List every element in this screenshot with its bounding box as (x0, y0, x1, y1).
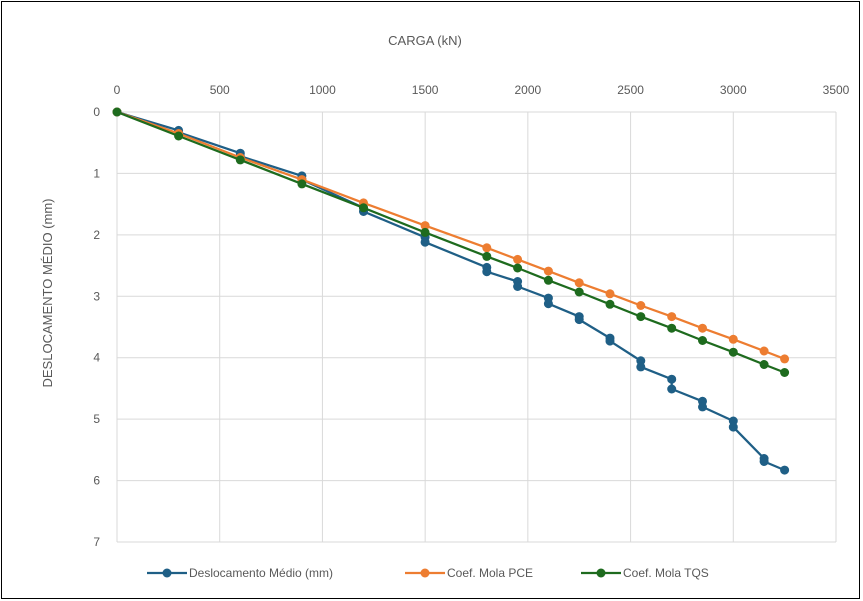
y-tick-label: 6 (93, 474, 100, 488)
series-line (116, 110, 786, 360)
x-axis-title: CARGA (kN) (388, 33, 462, 48)
y-tick-label: 2 (93, 228, 100, 242)
x-axis-ticks: 0 500 1000 1500 2000 2500 3000 3500 (114, 83, 850, 97)
data-point (513, 263, 523, 273)
data-point (543, 299, 553, 309)
x-tick-label: 0 (114, 83, 121, 97)
legend-item: Deslocamento Médio (mm) (147, 566, 333, 580)
data-point (636, 362, 646, 372)
data-point (513, 282, 523, 291)
data-point (174, 131, 184, 141)
y-tick-label: 3 (93, 289, 100, 303)
data-point (235, 155, 245, 165)
series-layer (112, 107, 790, 475)
data-point (759, 457, 769, 466)
legend-label: Coef. Mola PCE (447, 566, 533, 580)
y-tick-label: 5 (93, 412, 100, 426)
data-point (667, 323, 677, 333)
y-tick-label: 1 (93, 166, 100, 180)
data-point (482, 243, 492, 253)
x-tick-label: 3000 (720, 83, 747, 97)
data-point (698, 402, 707, 412)
data-point (759, 360, 769, 369)
data-point (698, 336, 707, 345)
data-point (574, 278, 584, 288)
data-point (667, 384, 677, 394)
y-tick-label: 0 (93, 105, 100, 119)
legend-item: Coef. Mola TQS (581, 566, 709, 580)
legend: Deslocamento Médio (mm) Coef. Mola PCE Coe… (147, 566, 709, 580)
data-point (420, 237, 430, 247)
data-point (359, 203, 368, 213)
legend-item: Coef. Mola PCE (405, 566, 533, 580)
data-point (759, 346, 769, 356)
x-tick-label: 2500 (617, 83, 644, 97)
data-point (543, 266, 553, 276)
data-point (728, 347, 738, 357)
data-point (780, 465, 790, 475)
data-point (605, 336, 615, 346)
series-2 (112, 107, 790, 364)
data-point (780, 368, 790, 377)
data-point (420, 227, 430, 237)
series-3 (112, 107, 790, 377)
data-point (667, 312, 677, 322)
data-point (574, 315, 584, 325)
data-point (728, 334, 738, 344)
data-point (297, 179, 307, 189)
y-tick-label: 4 (93, 351, 100, 365)
data-point (605, 289, 615, 299)
data-point (636, 301, 646, 310)
series-line (116, 110, 786, 374)
gridlines (116, 111, 837, 543)
data-point (780, 354, 790, 364)
y-tick-label: 7 (93, 535, 100, 549)
data-point (112, 107, 122, 117)
data-point (420, 221, 430, 231)
data-point (513, 254, 523, 264)
y-axis-ticks: 0 1 2 3 4 5 6 7 (93, 105, 100, 549)
data-point (574, 287, 584, 297)
x-tick-label: 2000 (515, 83, 542, 97)
data-point (728, 422, 738, 432)
data-point (482, 267, 492, 277)
legend-swatch-marker (162, 568, 172, 578)
data-point (667, 374, 677, 384)
y-axis-title: DESLOCAMENTO MÉDIO (mm) (40, 199, 55, 388)
x-tick-label: 3500 (823, 83, 850, 97)
data-point (605, 299, 615, 309)
data-point (482, 251, 492, 261)
data-point (636, 312, 646, 322)
legend-swatch-marker (420, 568, 430, 578)
x-tick-label: 500 (210, 83, 230, 97)
x-tick-label: 1500 (412, 83, 439, 97)
data-point (543, 275, 553, 285)
legend-label: Deslocamento Médio (mm) (189, 566, 333, 580)
data-point (698, 323, 707, 333)
series-line (116, 110, 786, 472)
legend-swatch-marker (596, 568, 606, 578)
x-tick-label: 1000 (309, 83, 336, 97)
legend-label: Coef. Mola TQS (623, 566, 709, 580)
